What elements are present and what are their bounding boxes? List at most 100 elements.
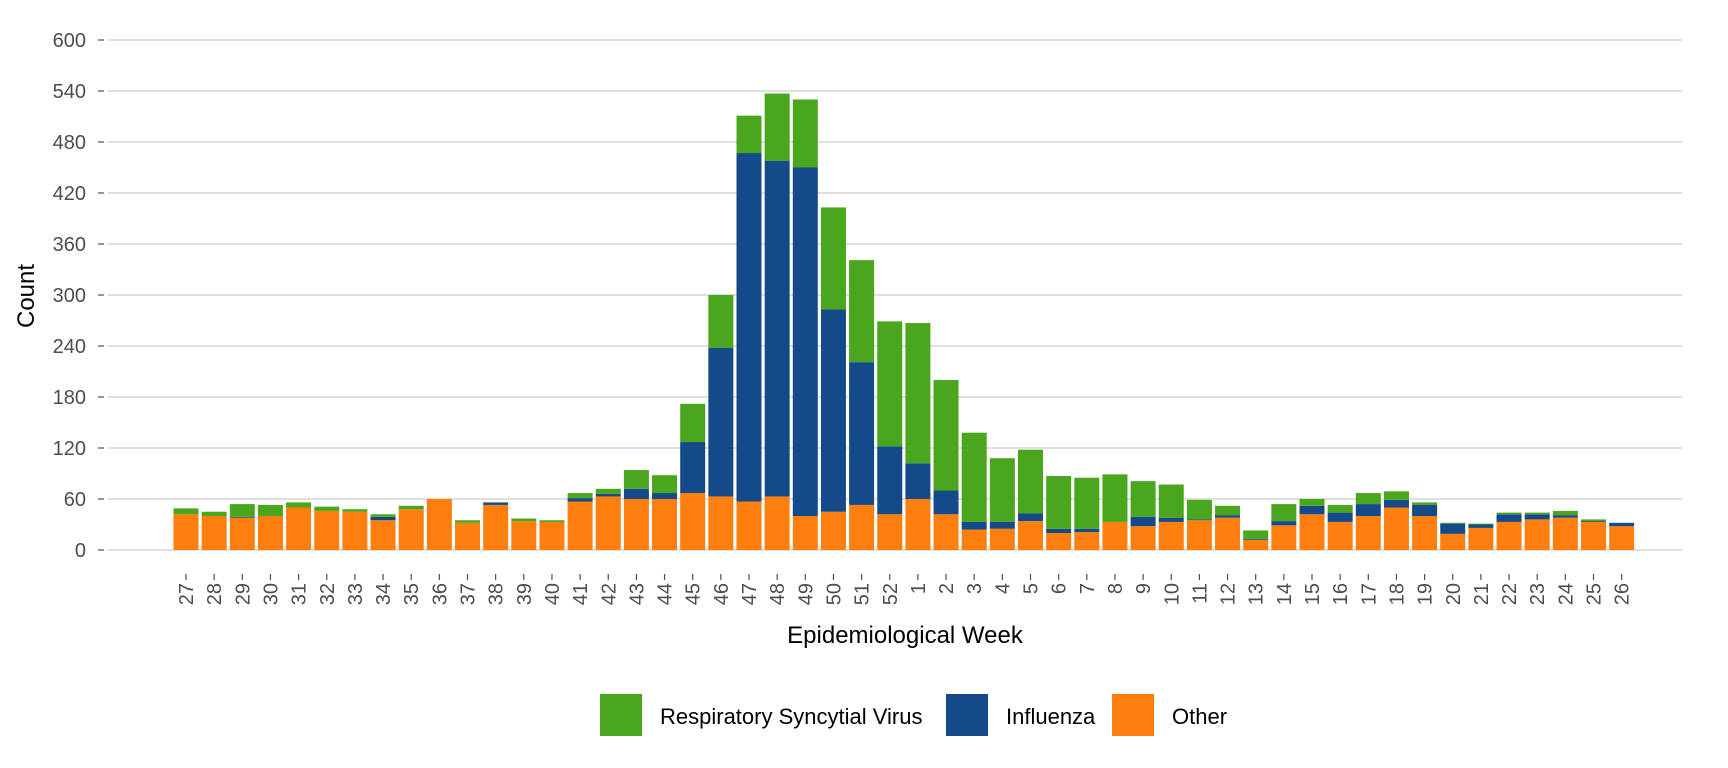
bar-respiratory-syncytial-virus-week-49 <box>792 99 818 168</box>
x-tick-label: 34 <box>373 583 395 605</box>
bar-respiratory-syncytial-virus-week-19 <box>1412 502 1438 505</box>
bar-other-week-29 <box>229 517 255 550</box>
bar-respiratory-syncytial-virus-week-23 <box>1524 512 1550 515</box>
legend-label-respiratory-syncytial-virus: Respiratory Syncytial Virus <box>660 704 922 729</box>
bar-other-week-42 <box>595 496 621 550</box>
bar-respiratory-syncytial-virus-week-41 <box>567 493 593 499</box>
x-tick-label: 39 <box>514 583 536 605</box>
bar-respiratory-syncytial-virus-week-15 <box>1299 499 1325 506</box>
y-tick-label: 0 <box>75 540 86 562</box>
bar-respiratory-syncytial-virus-week-3 <box>961 432 987 522</box>
bar-influenza-week-42 <box>595 493 621 497</box>
bar-respiratory-syncytial-virus-week-21 <box>1468 523 1494 525</box>
bar-other-week-34 <box>370 520 396 550</box>
bar-other-week-27 <box>173 514 199 550</box>
y-tick-label: 120 <box>53 438 86 460</box>
legend-swatch-influenza <box>946 694 988 736</box>
x-tick-label: 27 <box>176 583 198 605</box>
x-axis: 27 28 29 30 31 32 33 34 35 36 37 38 39 40 41 42 43 44 45 46… <box>176 574 1634 605</box>
x-tick-label: 43 <box>626 583 648 605</box>
bar-other-week-30 <box>257 516 283 550</box>
bar-respiratory-syncytial-virus-week-10 <box>1158 484 1184 518</box>
y-tick-label: 240 <box>53 336 86 358</box>
bar-influenza-week-46 <box>708 347 734 497</box>
legend-label-other: Other <box>1172 704 1227 729</box>
bar-other-week-5 <box>1018 521 1043 550</box>
bar-other-week-20 <box>1440 533 1466 550</box>
bar-other-week-52 <box>877 514 903 550</box>
bar-other-week-10 <box>1158 521 1184 550</box>
bar-other-week-38 <box>483 504 509 550</box>
bar-influenza-week-7 <box>1074 528 1100 533</box>
x-tick-label: 25 <box>1584 583 1606 605</box>
bar-influenza-week-48 <box>764 160 790 497</box>
x-tick-label: 42 <box>598 583 620 605</box>
bar-influenza-week-25 <box>1581 521 1606 522</box>
bar-respiratory-syncytial-virus-week-20 <box>1440 522 1466 524</box>
bar-influenza-week-26 <box>1609 522 1635 527</box>
x-tick-label: 16 <box>1330 583 1352 605</box>
bar-respiratory-syncytial-virus-week-48 <box>764 93 790 161</box>
bar-influenza-week-51 <box>849 362 875 505</box>
x-tick-label: 38 <box>486 583 508 605</box>
x-tick-label: 22 <box>1499 583 1521 605</box>
bar-other-week-49 <box>792 516 818 550</box>
bar-other-week-35 <box>398 509 424 550</box>
x-tick-label: 52 <box>880 583 902 605</box>
bar-other-week-6 <box>1046 533 1072 550</box>
bar-influenza-week-2 <box>933 490 959 515</box>
bar-other-week-18 <box>1383 507 1409 550</box>
x-tick-label: 28 <box>204 583 226 605</box>
bar-other-week-43 <box>623 499 649 550</box>
x-tick-label: 5 <box>1021 583 1043 594</box>
bar-influenza-week-47 <box>736 153 762 502</box>
bar-influenza-week-6 <box>1046 528 1072 533</box>
x-tick-label: 35 <box>401 583 423 605</box>
bar-respiratory-syncytial-virus-week-46 <box>708 295 734 348</box>
bar-respiratory-syncytial-virus-week-2 <box>933 380 959 491</box>
bar-other-week-4 <box>989 528 1015 550</box>
bar-respiratory-syncytial-virus-week-6 <box>1046 476 1072 529</box>
bar-respiratory-syncytial-virus-week-31 <box>286 502 312 508</box>
x-tick-label: 8 <box>1105 583 1127 594</box>
y-tick-label: 600 <box>53 30 86 52</box>
bar-other-week-39 <box>511 521 537 550</box>
legend: Respiratory Syncytial Virus Influenza Othe… <box>600 694 1227 736</box>
x-tick-label: 36 <box>429 583 451 605</box>
bar-respiratory-syncytial-virus-week-34 <box>370 514 396 517</box>
bar-influenza-week-20 <box>1440 523 1466 534</box>
bar-influenza-week-15 <box>1299 505 1325 515</box>
bar-respiratory-syncytial-virus-week-7 <box>1074 477 1100 529</box>
y-tick-label: 180 <box>53 387 86 409</box>
bar-influenza-week-23 <box>1524 514 1550 520</box>
x-tick-label: 10 <box>1161 583 1183 605</box>
x-tick-label: 51 <box>852 583 874 605</box>
bar-influenza-week-1 <box>905 463 931 499</box>
bar-influenza-week-24 <box>1552 515 1578 518</box>
bar-influenza-week-41 <box>567 498 593 502</box>
bar-influenza-week-50 <box>820 309 846 512</box>
x-tick-label: 31 <box>289 583 311 605</box>
x-tick-label: 24 <box>1555 583 1577 605</box>
x-tick-label: 26 <box>1612 583 1634 605</box>
bar-respiratory-syncytial-virus-week-30 <box>257 504 283 516</box>
bar-influenza-week-45 <box>680 442 706 494</box>
bar-other-week-2 <box>933 514 959 550</box>
x-tick-label: 47 <box>739 583 761 605</box>
bar-respiratory-syncytial-virus-week-1 <box>905 323 931 464</box>
bar-respiratory-syncytial-virus-week-16 <box>1327 504 1353 513</box>
x-tick-label: 12 <box>1218 583 1240 605</box>
bar-respiratory-syncytial-virus-week-25 <box>1581 519 1606 522</box>
bar-other-week-21 <box>1468 527 1494 550</box>
x-tick-label: 20 <box>1443 583 1465 605</box>
bar-other-week-24 <box>1552 517 1578 550</box>
bar-other-week-45 <box>680 493 706 550</box>
bar-influenza-week-43 <box>623 488 649 499</box>
bar-influenza-week-22 <box>1496 514 1522 522</box>
bar-other-week-37 <box>455 522 480 550</box>
y-tick-label: 360 <box>53 234 86 256</box>
x-tick-label: 3 <box>964 583 986 594</box>
x-tick-label: 14 <box>1274 583 1296 605</box>
legend-swatch-other <box>1112 694 1154 736</box>
